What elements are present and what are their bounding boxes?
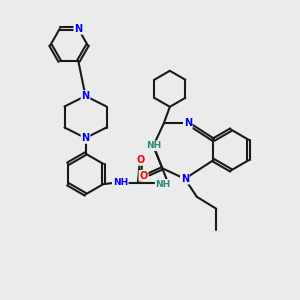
- Text: N: N: [181, 174, 189, 184]
- Text: NH: NH: [155, 180, 171, 189]
- Text: N: N: [74, 24, 82, 34]
- Text: O: O: [136, 155, 145, 165]
- Text: N: N: [81, 133, 90, 143]
- Text: NH: NH: [112, 178, 128, 187]
- Text: N: N: [184, 118, 192, 128]
- Text: N: N: [81, 91, 90, 101]
- Text: O: O: [139, 171, 148, 181]
- Text: NH: NH: [146, 141, 161, 150]
